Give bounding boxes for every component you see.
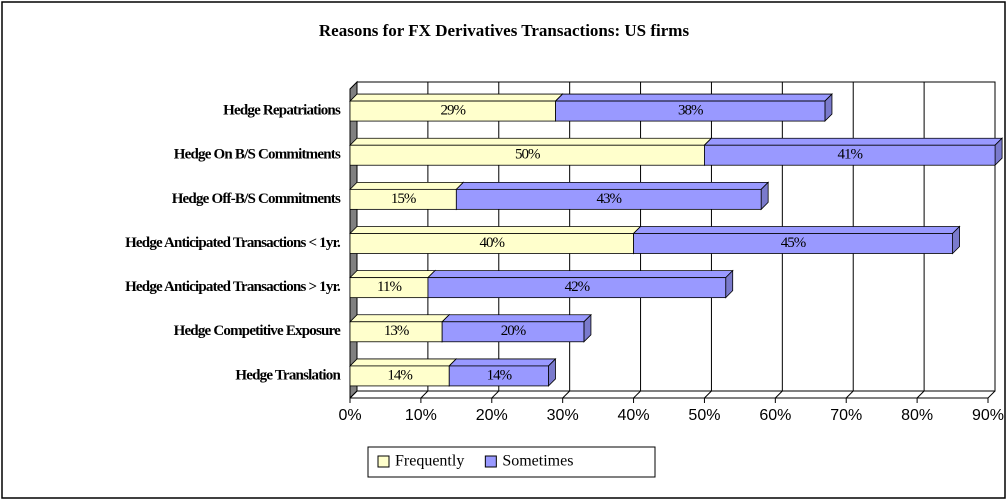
bar-top bbox=[554, 93, 833, 102]
category-label: Hedge Competitive Exposure bbox=[174, 323, 342, 339]
bar-top bbox=[349, 270, 436, 279]
value-label: 13% bbox=[384, 323, 409, 339]
bar-top bbox=[349, 226, 642, 234]
bar bbox=[633, 233, 953, 254]
floor-line bbox=[987, 390, 996, 399]
bar-top bbox=[441, 314, 592, 323]
x-tick-label: 90% bbox=[972, 407, 1004, 424]
category-label: Hedge On B/S Commitments bbox=[174, 147, 341, 163]
category-label: Hedge Translation bbox=[235, 367, 341, 383]
floor-line bbox=[562, 390, 571, 399]
value-label: 43% bbox=[596, 191, 621, 207]
value-label: 20% bbox=[501, 323, 526, 339]
value-label: 45% bbox=[781, 235, 806, 251]
x-tick-label: 30% bbox=[547, 407, 579, 424]
bar bbox=[448, 365, 549, 387]
x-tick-label: 60% bbox=[759, 407, 791, 424]
bar-top bbox=[632, 226, 961, 234]
chart-title: Reasons for FX Derivatives Transactions:… bbox=[319, 21, 690, 40]
x-tick-label: 40% bbox=[618, 407, 650, 424]
value-label: 14% bbox=[487, 367, 512, 383]
bar bbox=[455, 188, 762, 210]
value-label: 50% bbox=[515, 147, 540, 163]
x-tick-label: 80% bbox=[901, 407, 933, 424]
legend-label: Sometimes bbox=[502, 453, 573, 470]
bar-top bbox=[448, 358, 557, 367]
category-label: Hedge Anticipated Transactions > 1yr. bbox=[125, 279, 341, 295]
category-label: Hedge Repatriations bbox=[223, 103, 341, 119]
x-tick-label: 20% bbox=[476, 407, 508, 424]
value-label: 11% bbox=[377, 279, 401, 295]
value-label: 40% bbox=[480, 235, 505, 251]
legend-swatch bbox=[377, 455, 390, 468]
x-tick-label: 50% bbox=[688, 407, 720, 424]
floor-line bbox=[420, 390, 429, 399]
category-label: Hedge Anticipated Transactions < 1yr. bbox=[125, 235, 341, 251]
x-tick-label: 10% bbox=[405, 407, 437, 424]
bar-top bbox=[349, 181, 465, 190]
bar bbox=[704, 144, 996, 166]
floor-line bbox=[845, 390, 854, 399]
bar-top bbox=[349, 358, 458, 367]
value-label: 41% bbox=[838, 147, 863, 163]
value-label: 15% bbox=[391, 191, 416, 207]
value-label: 29% bbox=[441, 103, 466, 119]
legend-swatch bbox=[484, 455, 497, 468]
bar-top bbox=[703, 137, 1004, 146]
legend-box bbox=[367, 446, 656, 478]
bar-top bbox=[349, 93, 564, 102]
bar-top bbox=[455, 181, 770, 190]
floor-line bbox=[916, 390, 925, 399]
bar bbox=[427, 277, 727, 299]
x-tick-label: 70% bbox=[830, 407, 862, 424]
value-label: 42% bbox=[565, 279, 590, 295]
floor-line bbox=[774, 390, 783, 399]
floor-line bbox=[633, 390, 641, 399]
value-label: 14% bbox=[387, 367, 412, 383]
x-tick-label: 0% bbox=[338, 407, 361, 424]
bar bbox=[441, 321, 585, 343]
floor-line bbox=[491, 390, 500, 399]
bar bbox=[555, 100, 826, 122]
floor-line bbox=[704, 390, 712, 399]
floor-line bbox=[349, 390, 358, 399]
bar-top bbox=[349, 314, 451, 323]
category-label: Hedge Off-B/S Commitments bbox=[172, 191, 341, 207]
value-label: 38% bbox=[678, 103, 703, 119]
bar-top bbox=[427, 270, 734, 279]
legend-label: Frequently bbox=[395, 453, 464, 470]
bar-top bbox=[349, 137, 713, 146]
